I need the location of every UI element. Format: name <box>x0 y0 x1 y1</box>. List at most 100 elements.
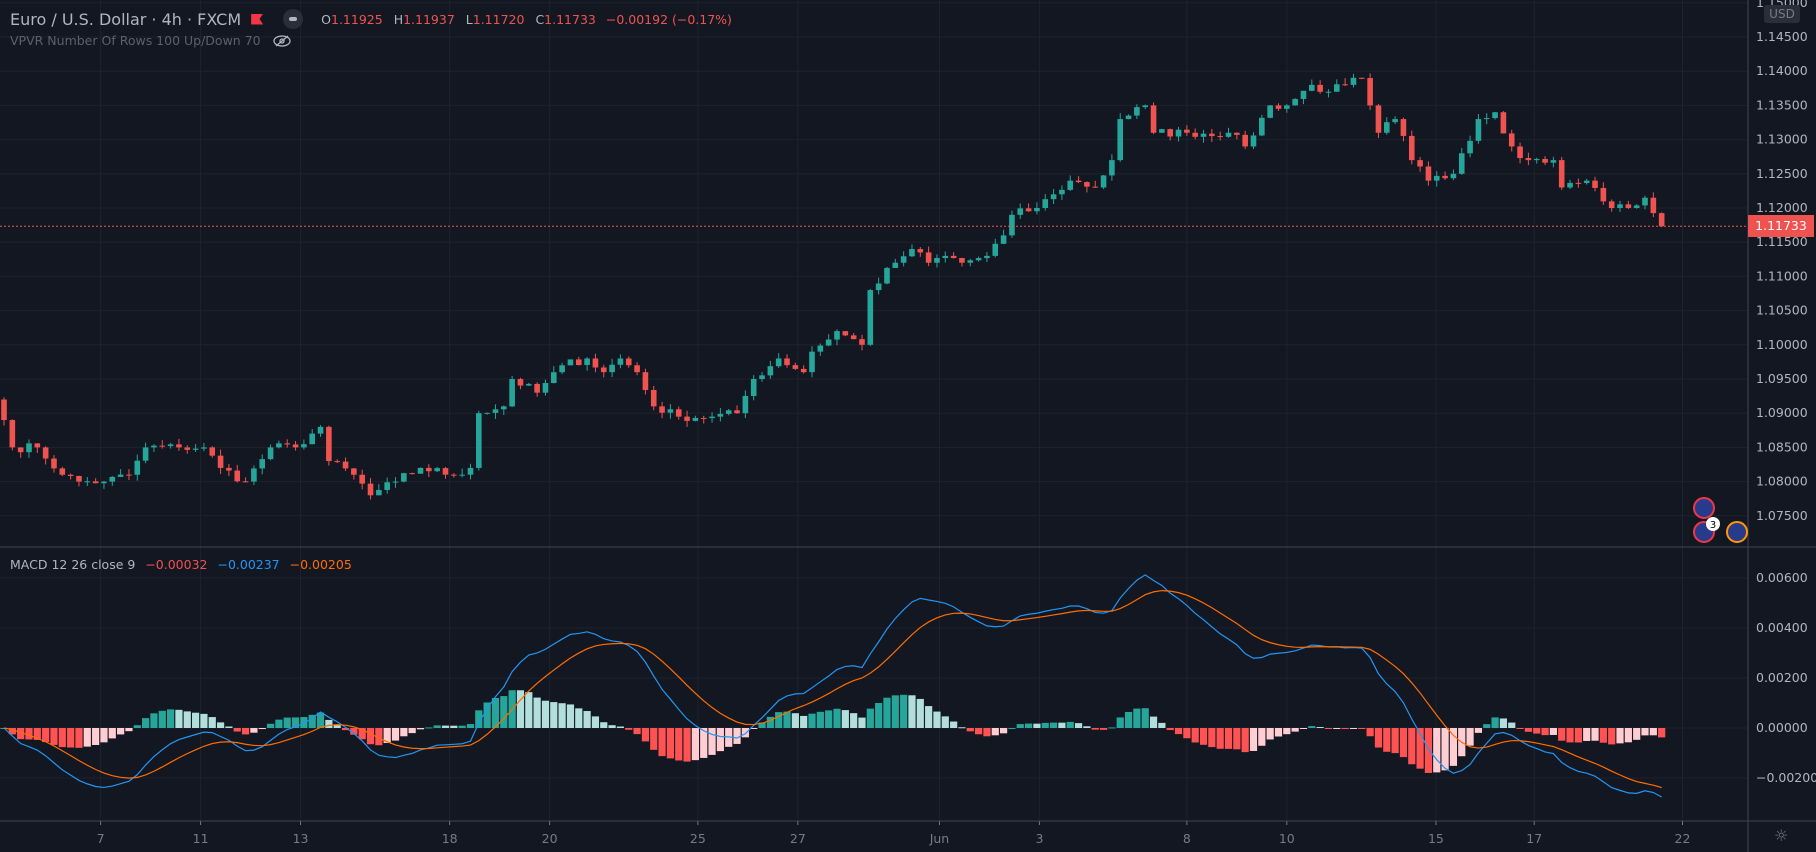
candle-up <box>909 249 915 257</box>
candle-up <box>1267 105 1273 118</box>
macd-histogram-bar <box>1541 728 1549 736</box>
candle-up <box>1034 208 1040 212</box>
macd-histogram-bar <box>633 728 641 735</box>
macd-histogram-bar <box>566 704 575 728</box>
candle-up <box>709 416 715 419</box>
candle-up <box>1550 160 1557 163</box>
close-key: C <box>535 11 545 27</box>
macd-histogram-bar <box>250 728 258 733</box>
candle-down <box>1408 135 1415 161</box>
macd-histogram-bar <box>733 728 741 744</box>
candle-down <box>342 461 349 469</box>
macd-histogram-bar <box>233 728 241 732</box>
candle-down <box>234 470 241 482</box>
hidden-eye-icon[interactable] <box>272 34 291 47</box>
date-tick-label: 3 <box>1035 831 1043 846</box>
macd-histogram-bar <box>450 725 458 728</box>
settings-gear-icon[interactable]: ☼ <box>1774 826 1789 845</box>
candle-up <box>1642 197 1648 206</box>
macd-histogram-bar <box>858 717 866 728</box>
candle-down <box>800 368 807 373</box>
candle-down <box>159 445 166 447</box>
candle-down <box>1400 119 1407 136</box>
macd-legend[interactable]: MACD 12 26 close 9 −0.00032 −0.00237 −0.… <box>10 557 358 572</box>
eur-event-icon-future <box>1726 521 1748 543</box>
candle-down <box>534 383 540 393</box>
candle-down <box>734 410 740 414</box>
candle-down <box>1517 146 1523 159</box>
candle-down <box>1217 136 1223 138</box>
candle-up <box>1450 173 1457 179</box>
candle-down <box>959 258 965 263</box>
macd-histogram-bar <box>1508 722 1516 728</box>
price-tick-label: 1.11000 <box>1756 268 1808 283</box>
macd-histogram-bar <box>608 725 616 728</box>
macd-histogram-bar <box>1133 708 1141 728</box>
candle-down <box>1317 84 1323 92</box>
candle-up <box>1492 112 1498 119</box>
candle-up <box>1475 119 1482 141</box>
candle-down <box>284 443 291 445</box>
macd-histogram-bar <box>1091 728 1099 730</box>
candle-down <box>9 420 16 448</box>
macd-histogram-bar <box>1524 728 1532 732</box>
candle-up <box>309 433 316 445</box>
candle-down <box>659 406 665 413</box>
macd-histogram-bar <box>1449 728 1458 766</box>
macd-histogram-bar <box>200 713 208 728</box>
macd-histogram-bar <box>775 712 783 728</box>
macd-histogram-bar <box>1516 728 1524 729</box>
candle-down <box>850 335 857 340</box>
macd-histogram-bar <box>891 695 899 728</box>
collapse-legend-button[interactable] <box>283 9 304 29</box>
macd-histogram-bar <box>1374 728 1383 748</box>
macd-histogram-bar <box>875 702 883 728</box>
candle-up <box>1292 98 1298 106</box>
macd-histogram-bar <box>1241 728 1249 753</box>
macd-histogram-bar <box>1249 728 1258 751</box>
candle-up <box>934 258 940 263</box>
candle-down <box>1625 204 1632 208</box>
macd-histogram-bar <box>1591 728 1599 741</box>
macd-histogram-bar <box>425 727 433 729</box>
price-tick-label: 1.14500 <box>1756 29 1808 44</box>
candle-up <box>667 409 674 413</box>
symbol-title[interactable]: Euro / U.S. Dollar · 4h · FXCM <box>10 9 242 29</box>
candle-up <box>26 443 32 453</box>
candle-down <box>176 444 182 448</box>
macd-histogram-bar <box>58 728 66 748</box>
currency-label[interactable]: USD <box>1764 5 1800 23</box>
candle-down <box>326 426 332 462</box>
candle-up <box>109 476 116 482</box>
open-key: O <box>321 11 331 27</box>
macd-histogram-bar <box>1324 728 1333 729</box>
macd-histogram-bar <box>625 728 633 730</box>
date-tick-label: 18 <box>442 831 458 846</box>
macd-histogram-bar <box>1483 724 1491 728</box>
candle-up <box>1225 132 1232 137</box>
date-tick-label: 22 <box>1675 831 1691 846</box>
candle-down <box>59 468 66 475</box>
candle-up <box>742 395 749 414</box>
close-value: 1.11733 <box>544 11 596 27</box>
macd-histogram-bar <box>283 717 291 728</box>
macd-histogram-bar <box>216 722 225 728</box>
macd-histogram-bar <box>816 711 824 728</box>
candle-down <box>1184 129 1190 133</box>
candle-up <box>192 448 199 450</box>
macd-histogram-bar <box>1616 728 1624 744</box>
candle-up <box>542 383 549 393</box>
macd-histogram-bar <box>900 694 908 728</box>
macd-histogram-bar <box>1183 728 1191 739</box>
macd-histogram-bar <box>991 728 999 736</box>
event-count-label: 3 <box>1710 520 1716 531</box>
macd-histogram-bar <box>600 722 608 728</box>
macd-label: MACD 12 26 close 9 <box>10 557 136 572</box>
price-tick-label: 1.14000 <box>1756 63 1808 78</box>
candle-up <box>1458 153 1465 174</box>
macd-histogram-bar <box>391 728 400 741</box>
candle-up <box>134 460 141 475</box>
vpvr-indicator-legend[interactable]: VPVR Number Of Rows 100 Up/Down 70 <box>10 33 291 48</box>
candle-up <box>1200 133 1207 137</box>
